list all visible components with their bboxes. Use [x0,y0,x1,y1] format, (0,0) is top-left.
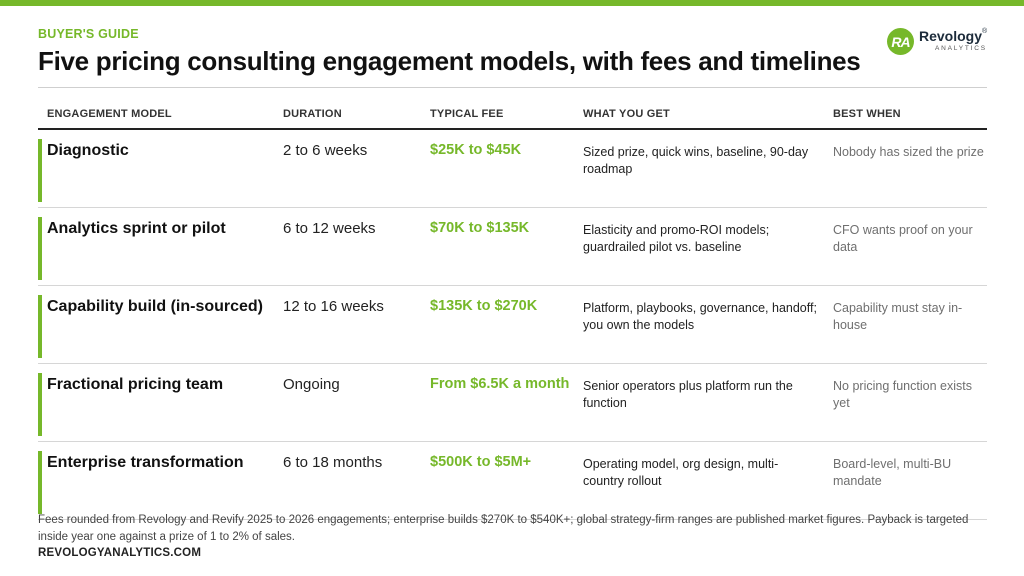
row-accent-bar [38,295,42,358]
page-title: Five pricing consulting engagement model… [38,46,861,76]
row-accent-bar [38,139,42,202]
what-you-get-cell: Sized prize, quick wins, baseline, 90-da… [583,145,809,176]
table-header: ENGAGEMENT MODEL DURATION TYPICAL FEE WH… [38,98,987,130]
engagement-model-cell: Analytics sprint or pilot [47,220,226,237]
typical-fee-cell: From $6.5K a month [430,376,570,392]
top-accent-bar [0,0,1024,6]
row-accent-bar [38,373,42,436]
header-best-when: BEST WHEN [833,108,901,120]
typical-fee-cell: $25K to $45K [430,142,522,158]
header-what-you-get: WHAT YOU GET [583,108,670,120]
logo-name: Revology® [919,28,987,44]
table-row: Analytics sprint or pilot 6 to 12 weeks … [38,208,987,286]
table-row: Fractional pricing team Ongoing From $6.… [38,364,987,442]
engagement-model-cell: Diagnostic [47,142,129,159]
eyebrow-label: BUYER'S GUIDE [38,27,139,41]
what-you-get-cell: Operating model, org design, multi-count… [583,457,779,488]
duration-cell: 2 to 6 weeks [283,142,368,159]
duration-cell: 6 to 12 weeks [283,220,376,237]
duration-cell: 12 to 16 weeks [283,298,384,315]
what-you-get-cell: Senior operators plus platform run the f… [583,379,793,410]
best-when-cell: No pricing function exists yet [833,379,972,410]
what-you-get-cell: Elasticity and promo-ROI models; guardra… [583,223,770,254]
table-row: Diagnostic 2 to 6 weeks $25K to $45K Siz… [38,130,987,208]
duration-cell: Ongoing [283,376,340,393]
revology-logo[interactable]: RA Revology® ANALYTICS [887,26,997,58]
best-when-cell: CFO wants proof on your data [833,223,973,254]
header-duration: DURATION [283,108,342,120]
typical-fee-cell: $135K to $270K [430,298,538,314]
logo-registered-mark: ® [982,28,988,35]
table-row: Capability build (in-sourced) 12 to 16 w… [38,286,987,364]
footnote: Fees rounded from Revology and Revify 20… [38,514,969,543]
engagement-model-cell: Enterprise transformation [47,454,244,471]
website-link[interactable]: REVOLOGYANALYTICS.COM [38,547,202,559]
logo-mark: RA [887,28,914,55]
row-accent-bar [38,217,42,280]
what-you-get-cell: Platform, playbooks, governance, handoff… [583,301,817,332]
title-divider [38,87,987,88]
logo-subtitle: ANALYTICS [935,45,987,52]
duration-cell: 6 to 18 months [283,454,383,471]
engagement-model-cell: Capability build (in-sourced) [47,298,264,315]
header-typical-fee: TYPICAL FEE [430,108,504,120]
best-when-cell: Board-level, multi-BU mandate [833,457,952,488]
best-when-cell: Nobody has sized the prize [833,145,984,159]
header-engagement-model: ENGAGEMENT MODEL [47,108,172,120]
best-when-cell: Capability must stay in-house [833,301,963,332]
typical-fee-cell: $500K to $5M+ [430,454,532,470]
logo-name-text: Revology [919,28,983,44]
engagement-model-cell: Fractional pricing team [47,376,224,393]
table-row: Enterprise transformation 6 to 18 months… [38,442,987,520]
typical-fee-cell: $70K to $135K [430,220,530,236]
row-accent-bar [38,451,42,514]
engagement-table: ENGAGEMENT MODEL DURATION TYPICAL FEE WH… [38,98,987,520]
